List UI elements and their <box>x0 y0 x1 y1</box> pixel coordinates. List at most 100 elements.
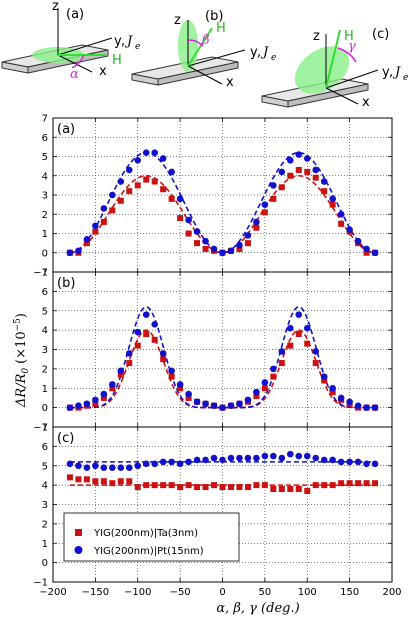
data-point-ta <box>236 484 243 491</box>
data-point-ta <box>83 240 90 247</box>
data-point-ta <box>100 394 107 401</box>
data-point-pt <box>270 452 277 460</box>
data-point-pt <box>287 324 294 332</box>
data-point-pt <box>227 247 235 255</box>
data-point-ta <box>160 482 167 489</box>
data-point-pt <box>244 454 252 462</box>
data-point-ta <box>312 482 319 489</box>
data-point-pt <box>261 201 269 208</box>
y-tick-label: 0 <box>42 403 48 414</box>
data-point-pt <box>329 456 336 464</box>
data-point-pt <box>66 404 74 411</box>
data-point-pt <box>253 454 260 462</box>
y-tick-label: 1 <box>42 539 48 550</box>
data-point-pt <box>278 168 286 176</box>
data-point-pt <box>185 390 192 398</box>
data-point-ta <box>92 478 99 485</box>
data-point-pt <box>92 396 99 404</box>
legend-marker-ta <box>75 529 82 536</box>
svg-text:e: e <box>135 42 140 52</box>
svg-text:,: , <box>257 45 261 60</box>
data-point-pt <box>253 218 260 226</box>
data-point-ta <box>126 188 133 195</box>
data-point-pt <box>244 396 252 404</box>
y-tick-label: 3 <box>42 191 48 202</box>
x-tick-label: 200 <box>382 587 401 598</box>
data-point-ta <box>100 218 107 225</box>
svg-text:e: e <box>271 53 276 63</box>
data-point-pt <box>142 311 150 318</box>
data-point-pt <box>193 398 201 406</box>
data-point-pt <box>210 402 218 409</box>
x-tick-label: 150 <box>340 587 359 598</box>
data-point-pt <box>92 462 99 470</box>
data-point-pt <box>159 155 167 162</box>
data-point-pt <box>168 367 175 375</box>
y-tick-label: −1 <box>33 578 48 589</box>
data-point-ta <box>168 482 175 489</box>
data-point-pt <box>134 328 142 336</box>
data-point-pt <box>312 454 320 462</box>
panel-label: (b) <box>57 276 75 291</box>
data-point-pt <box>176 195 184 203</box>
y-tick-label: 0 <box>42 558 48 569</box>
data-point-pt <box>371 249 379 257</box>
data-point-pt <box>261 379 269 386</box>
schematic-b-label: (b) <box>205 9 223 24</box>
schematic-b-x: x <box>226 75 234 90</box>
data-point-ta <box>177 484 184 491</box>
panel-b: −1 0 1 2 3 4 5 6 7 (b) <box>33 268 393 434</box>
data-point-pt <box>83 464 91 471</box>
data-point-ta <box>202 245 209 252</box>
data-point-ta <box>151 336 158 343</box>
data-point-pt <box>210 454 218 462</box>
y-tick-label: 2 <box>42 364 48 375</box>
data-point-pt <box>125 350 133 357</box>
y-tick-label: 6 <box>42 133 48 144</box>
schematic-a-h: H <box>112 53 122 68</box>
y-tick-label: 5 <box>42 306 48 317</box>
data-point-pt <box>371 404 379 411</box>
data-point-pt <box>270 182 277 189</box>
data-point-ta <box>177 385 184 392</box>
legend-label-pt: YIG(200nm)|Pt(15nm) <box>93 546 204 557</box>
schematic-b-y: y <box>250 45 258 60</box>
x-tick-label: −50 <box>170 587 191 598</box>
schematic-a-y: y <box>114 34 122 49</box>
data-point-ta <box>83 476 90 483</box>
data-point-ta <box>100 478 107 485</box>
data-point-ta <box>329 201 336 208</box>
data-point-pt <box>219 249 226 257</box>
data-point-ta <box>287 172 294 179</box>
data-point-pt <box>83 400 91 408</box>
data-point-pt <box>176 381 184 388</box>
legend-marker-pt <box>74 546 83 554</box>
y-tick-label: 7 <box>42 423 48 434</box>
data-point-ta <box>185 394 192 401</box>
data-point-pt <box>295 151 303 158</box>
schematic-c-je: J <box>392 65 401 80</box>
schematic-a: z (a) y , J e x H α <box>1 0 140 82</box>
data-point-pt <box>142 149 150 156</box>
data-point-pt <box>354 458 362 466</box>
data-point-pt <box>134 462 142 470</box>
data-point-pt <box>75 247 82 255</box>
data-point-pt <box>193 456 201 464</box>
panel-a: −1 0 1 2 3 4 5 6 7 (a) <box>33 114 393 279</box>
data-point-pt <box>151 321 158 328</box>
data-point-pt <box>295 452 303 460</box>
data-point-pt <box>303 155 311 162</box>
y-tick-label: 6 <box>42 442 48 453</box>
y-tick-label: 4 <box>42 326 48 337</box>
data-point-ta <box>321 188 328 195</box>
data-point-pt <box>303 324 311 332</box>
schematic-b-z: z <box>174 13 181 28</box>
data-point-ta <box>219 484 226 491</box>
data-point-pt <box>202 237 209 245</box>
data-point-pt <box>346 398 353 406</box>
schematic-a-z: z <box>52 0 59 14</box>
data-point-ta <box>304 340 311 347</box>
data-point-pt <box>354 237 362 245</box>
x-tick-label: −100 <box>124 587 151 598</box>
data-point-pt <box>295 311 303 318</box>
